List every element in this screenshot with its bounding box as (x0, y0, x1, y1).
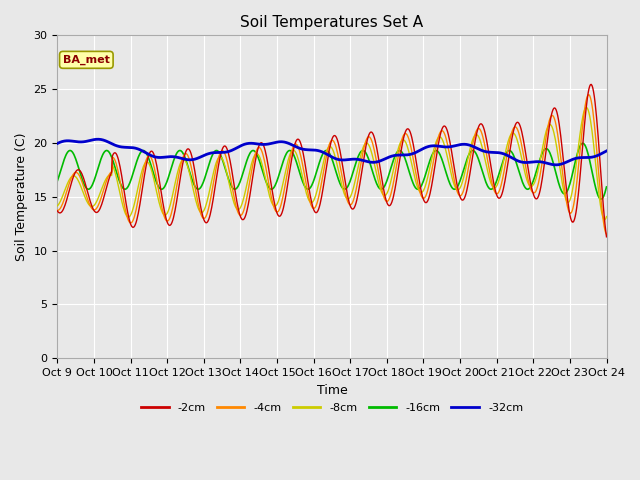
Text: BA_met: BA_met (63, 55, 110, 65)
X-axis label: Time: Time (317, 384, 348, 396)
Legend: -2cm, -4cm, -8cm, -16cm, -32cm: -2cm, -4cm, -8cm, -16cm, -32cm (136, 398, 527, 417)
Title: Soil Temperatures Set A: Soil Temperatures Set A (241, 15, 424, 30)
Y-axis label: Soil Temperature (C): Soil Temperature (C) (15, 132, 28, 261)
